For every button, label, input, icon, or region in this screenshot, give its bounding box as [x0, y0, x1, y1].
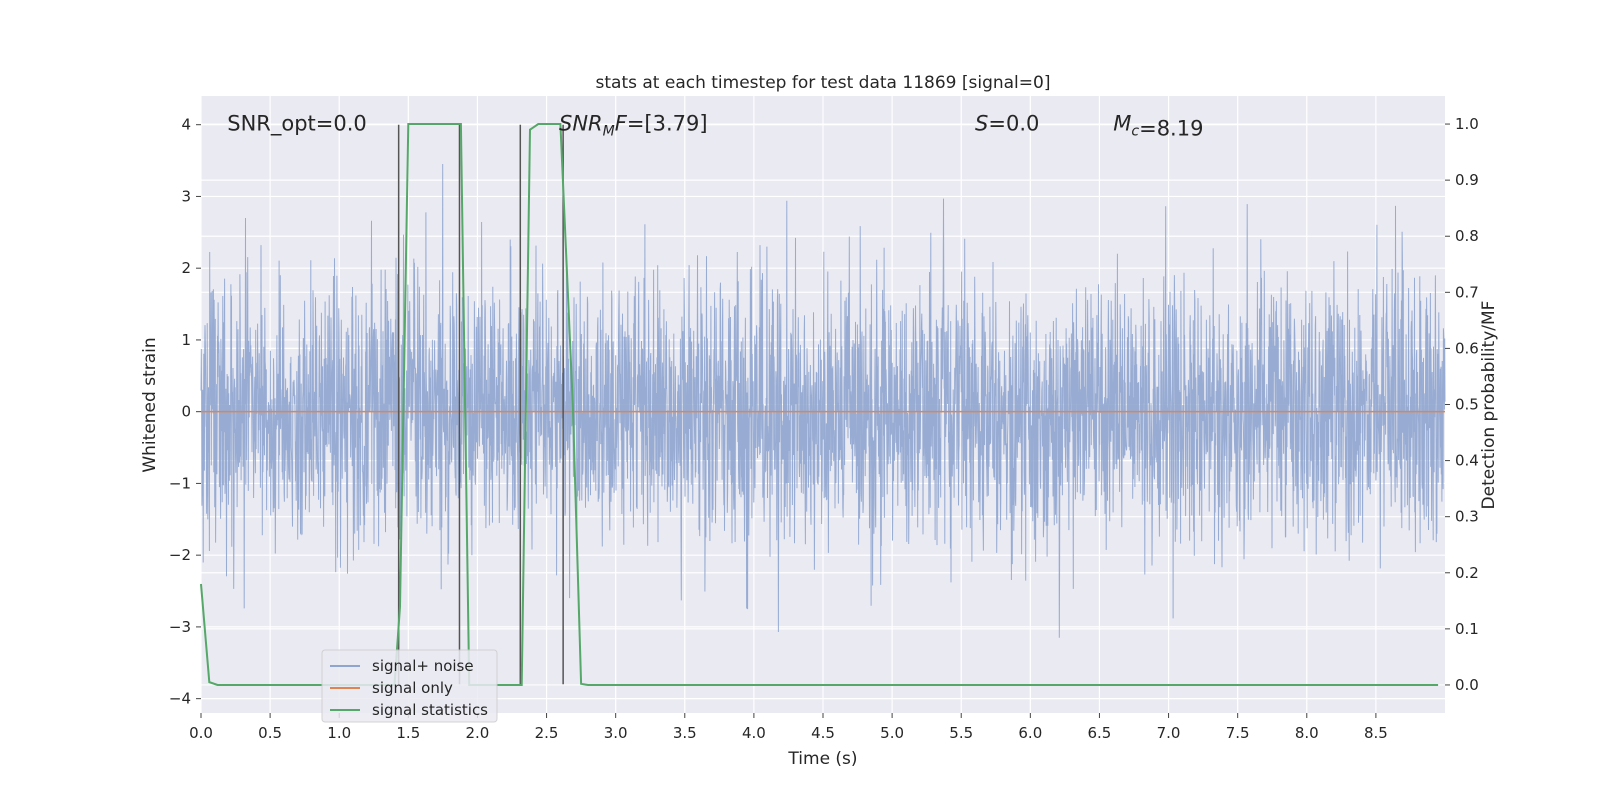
x-tick-label-6: 3.0 — [604, 724, 628, 742]
x-tick-label-17: 8.5 — [1364, 724, 1388, 742]
signal-noise-line — [200, 163, 1446, 638]
y-left-tick-label-2: −2 — [169, 546, 191, 564]
x-tick-label-10: 5.0 — [880, 724, 904, 742]
y-left-tick-label-0: −4 — [169, 690, 191, 708]
y-right-tick-label-6: 0.6 — [1455, 339, 1479, 357]
x-tick-label-0: 0.0 — [189, 724, 213, 742]
legend-label-1: signal only — [372, 679, 453, 697]
vertical-markers — [397, 124, 564, 685]
x-tick-label-8: 4.0 — [742, 724, 766, 742]
x-tick-label-9: 4.5 — [811, 724, 835, 742]
y-axis-left-ticks: −4 −3 −2 −1 0 1 2 3 4 — [169, 116, 201, 708]
y-right-tick-label-9: 0.9 — [1455, 171, 1479, 189]
y-right-tick-label-3: 0.3 — [1455, 508, 1479, 526]
annotation-2: S=0.0 — [975, 112, 1039, 136]
y-left-tick-label-1: −3 — [169, 618, 191, 636]
legend-label-0: signal+ noise — [372, 657, 474, 675]
x-axis-label: Time (s) — [787, 749, 857, 769]
y-right-tick-label-10: 1.0 — [1455, 115, 1479, 133]
x-axis-ticks: 0.0 0.5 1.0 1.5 2.0 2.5 3.0 3.5 4.0 4.5 5.0 5.5 6.0 6… — [189, 713, 1388, 742]
y-right-tick-label-2: 0.2 — [1455, 564, 1479, 582]
y-axis-right-ticks: 0.0 0.1 0.2 0.3 0.4 0.5 0.6 0.7 0.8 0.9 1.0 — [1445, 115, 1479, 694]
x-tick-label-1: 0.5 — [258, 724, 282, 742]
y-left-tick-label-8: 4 — [181, 116, 191, 134]
legend-box — [321, 649, 498, 723]
x-tick-label-15: 7.5 — [1226, 724, 1250, 742]
x-tick-label-7: 3.5 — [673, 724, 697, 742]
y-left-tick-label-4: 0 — [181, 403, 191, 421]
y-right-tick-label-1: 0.1 — [1455, 620, 1479, 638]
legend: signal+ noise signal only signal statistic… — [321, 649, 498, 723]
y-left-tick-label-5: 1 — [181, 331, 191, 349]
legend-label-2: signal statistics — [372, 701, 488, 719]
chart-title: stats at each timestep for test data 118… — [596, 73, 1051, 93]
x-tick-label-14: 7.0 — [1157, 724, 1181, 742]
y-left-tick-label-6: 2 — [181, 259, 191, 277]
y-right-tick-label-0: 0.0 — [1455, 676, 1479, 694]
x-tick-label-4: 2.0 — [466, 724, 490, 742]
annotations: SNR_opt=0.0 SNRMF=[3.79] S=0.0 Mc=8.19 — [227, 112, 1203, 141]
y-left-tick-label-3: −1 — [169, 474, 191, 492]
annotation-1: SNRMF=[3.79] — [559, 112, 708, 140]
x-tick-label-16: 8.0 — [1295, 724, 1319, 742]
y-right-tick-label-4: 0.4 — [1455, 452, 1479, 470]
y-right-tick-label-7: 0.7 — [1455, 283, 1479, 301]
y-left-tick-label-7: 3 — [181, 187, 191, 205]
x-tick-label-3: 1.5 — [396, 724, 420, 742]
annotation-0: SNR_opt=0.0 — [227, 112, 367, 137]
x-tick-label-11: 5.5 — [949, 724, 973, 742]
x-tick-label-12: 6.0 — [1018, 724, 1042, 742]
x-tick-label-5: 2.5 — [535, 724, 559, 742]
y-axis-right-label: Detection probability/MF — [1479, 301, 1499, 510]
x-tick-label-13: 6.5 — [1088, 724, 1112, 742]
series-signal-noise — [200, 163, 1446, 638]
legend-items: signal+ noise signal only signal statistic… — [330, 657, 488, 719]
y-right-tick-label-5: 0.5 — [1455, 396, 1479, 414]
x-tick-label-2: 1.0 — [327, 724, 351, 742]
y-axis-left-label: Whitened strain — [140, 337, 160, 472]
y-right-tick-label-8: 0.8 — [1455, 227, 1479, 245]
annotation-3: Mc=8.19 — [1113, 112, 1203, 141]
